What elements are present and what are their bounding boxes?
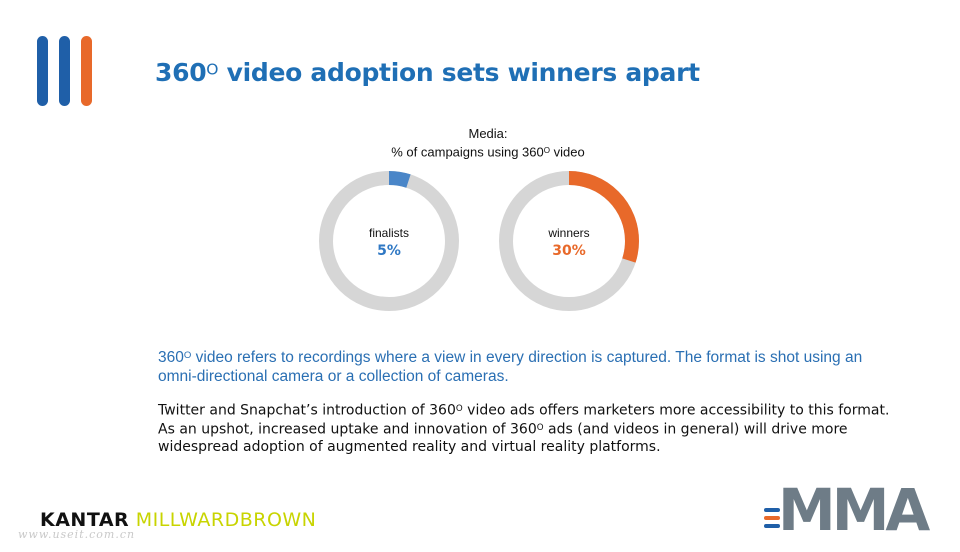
- donut-winners-svg: [499, 171, 639, 311]
- definition-paragraph: 360O video refers to recordings where a …: [158, 349, 863, 386]
- donut-winners-label: winners: [548, 226, 590, 240]
- slide-title: 360O video adoption sets winners apart: [155, 58, 700, 87]
- body-paragraph: Twitter and Snapchat’s introduction of 3…: [158, 402, 890, 456]
- donut-finalists-label: finalists: [368, 226, 409, 240]
- millwardbrown-wordmark: MILLWARDBROWN: [135, 509, 317, 531]
- chart-title-line1: Media:: [468, 126, 508, 141]
- mma-logo: MMA: [764, 478, 944, 542]
- kantar-millwardbrown-logo: KANTAR MILLWARDBROWN: [40, 509, 316, 531]
- mma-lines-icon: [764, 508, 780, 532]
- brand-bars-logo: [37, 36, 97, 106]
- kantar-wordmark: KANTAR: [40, 509, 130, 531]
- donut-winners-value: 30%: [552, 243, 586, 259]
- donut-finalists-value: 5%: [377, 243, 401, 259]
- watermark: www.useit.com.cn: [18, 528, 136, 541]
- mma-wordmark: MMA: [778, 476, 930, 544]
- blue-bar-2: [59, 36, 70, 106]
- orange-bar: [81, 36, 92, 106]
- blue-bar-1: [37, 36, 48, 106]
- donut-winners-arc: [499, 171, 639, 311]
- donut-finalists-svg: [319, 171, 459, 311]
- donut-finalists: finalists 5%: [318, 170, 460, 312]
- donut-winners: winners 30%: [498, 170, 640, 312]
- donut-finalists-track: [319, 171, 459, 311]
- donut-finalists-arc: [319, 171, 459, 311]
- chart-title: Media: % of campaigns using 360O video: [340, 125, 636, 160]
- chart-title-line2: % of campaigns using 360O video: [391, 144, 585, 160]
